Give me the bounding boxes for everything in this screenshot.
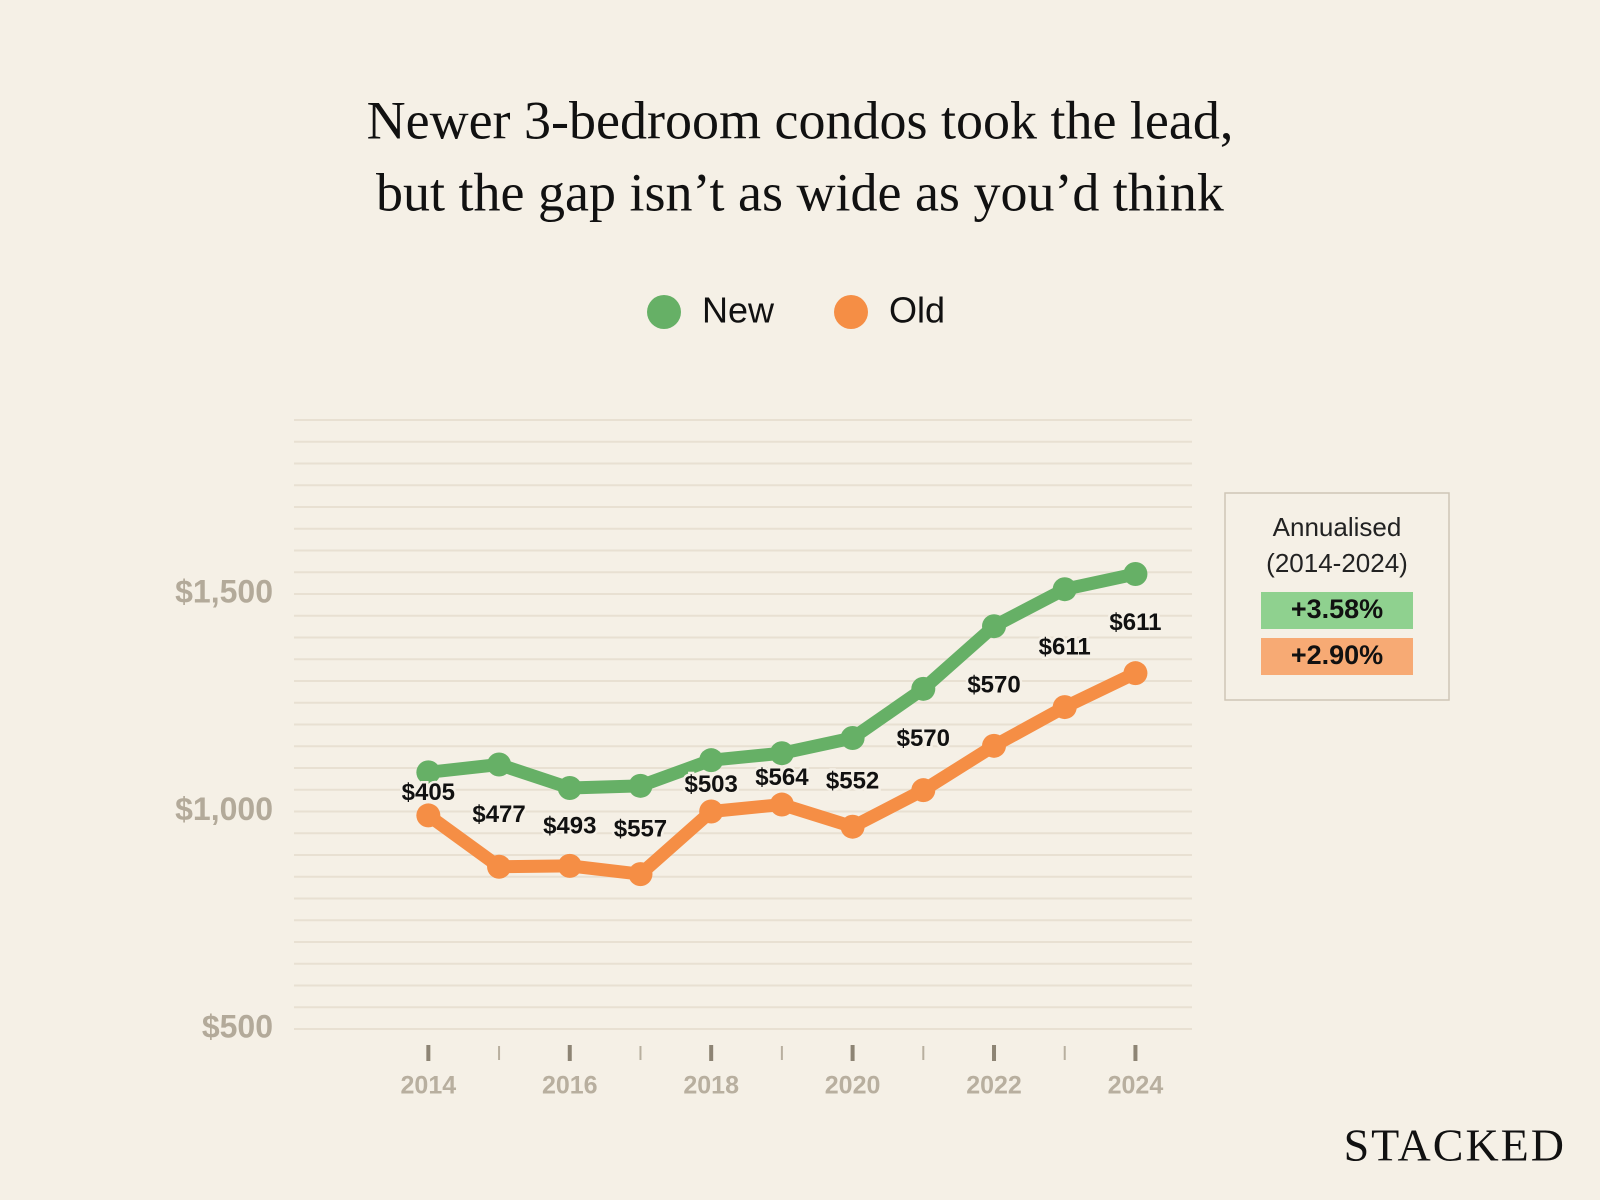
summary-box (1224, 492, 1450, 701)
summary-swatch (1261, 638, 1413, 675)
data-point (1123, 661, 1148, 686)
data-point (487, 854, 512, 879)
x-tick-label: 2014 (401, 1072, 457, 1100)
gap-label: $611 (1109, 609, 1161, 636)
data-point (1123, 561, 1148, 586)
data-point (840, 725, 865, 750)
gap-label: $493 (543, 812, 596, 839)
chart-title: Newer 3-bedroom condos took the lead, (367, 90, 1234, 150)
gap-label: $503 (684, 771, 737, 798)
gap-label: $611 (1039, 634, 1091, 661)
data-point (769, 792, 794, 817)
legend-marker (647, 295, 681, 329)
data-point (416, 760, 441, 785)
data-point (1052, 695, 1077, 720)
data-point (557, 853, 582, 878)
data-point (487, 752, 512, 777)
x-tick-label: 2024 (1108, 1072, 1164, 1100)
x-tick-label: 2018 (683, 1072, 739, 1100)
data-point (557, 776, 582, 801)
gap-label: $477 (472, 801, 525, 828)
summary-subtitle: (2014-2024) (1266, 548, 1408, 578)
chart-title: but the gap isn’t as wide as you’d think (376, 162, 1224, 222)
x-tick-label: 2016 (542, 1072, 598, 1100)
gap-label: $564 (755, 764, 809, 791)
y-tick-label: $1,000 (175, 791, 273, 827)
gap-label: $557 (614, 815, 667, 842)
summary-swatch (1261, 592, 1413, 629)
data-point (699, 799, 724, 824)
summary-value: +3.58% (1291, 594, 1383, 624)
data-point (416, 803, 441, 828)
data-point (1052, 577, 1077, 602)
brand: STACKED (1344, 1120, 1566, 1171)
data-point (769, 741, 794, 766)
legend-marker (834, 295, 868, 329)
y-tick-label: $500 (202, 1008, 273, 1044)
data-point (840, 814, 865, 839)
gap-label: $570 (897, 725, 950, 752)
x-tick-label: 2020 (825, 1072, 881, 1100)
data-point (982, 614, 1007, 639)
legend-label: Old (889, 290, 945, 331)
data-point (628, 773, 653, 798)
y-tick-label: $1,500 (175, 573, 273, 609)
gap-label: $552 (826, 768, 879, 795)
summary-title: Annualised (1273, 512, 1402, 542)
data-point (982, 733, 1007, 758)
data-point (699, 748, 724, 773)
summary-value: +2.90% (1291, 640, 1383, 670)
data-point (911, 778, 936, 803)
data-point (628, 862, 653, 887)
data-point (911, 676, 936, 701)
gap-label: $405 (402, 779, 455, 806)
x-tick-label: 2022 (966, 1072, 1022, 1100)
legend-label: New (702, 290, 775, 331)
gap-label: $570 (967, 671, 1020, 698)
